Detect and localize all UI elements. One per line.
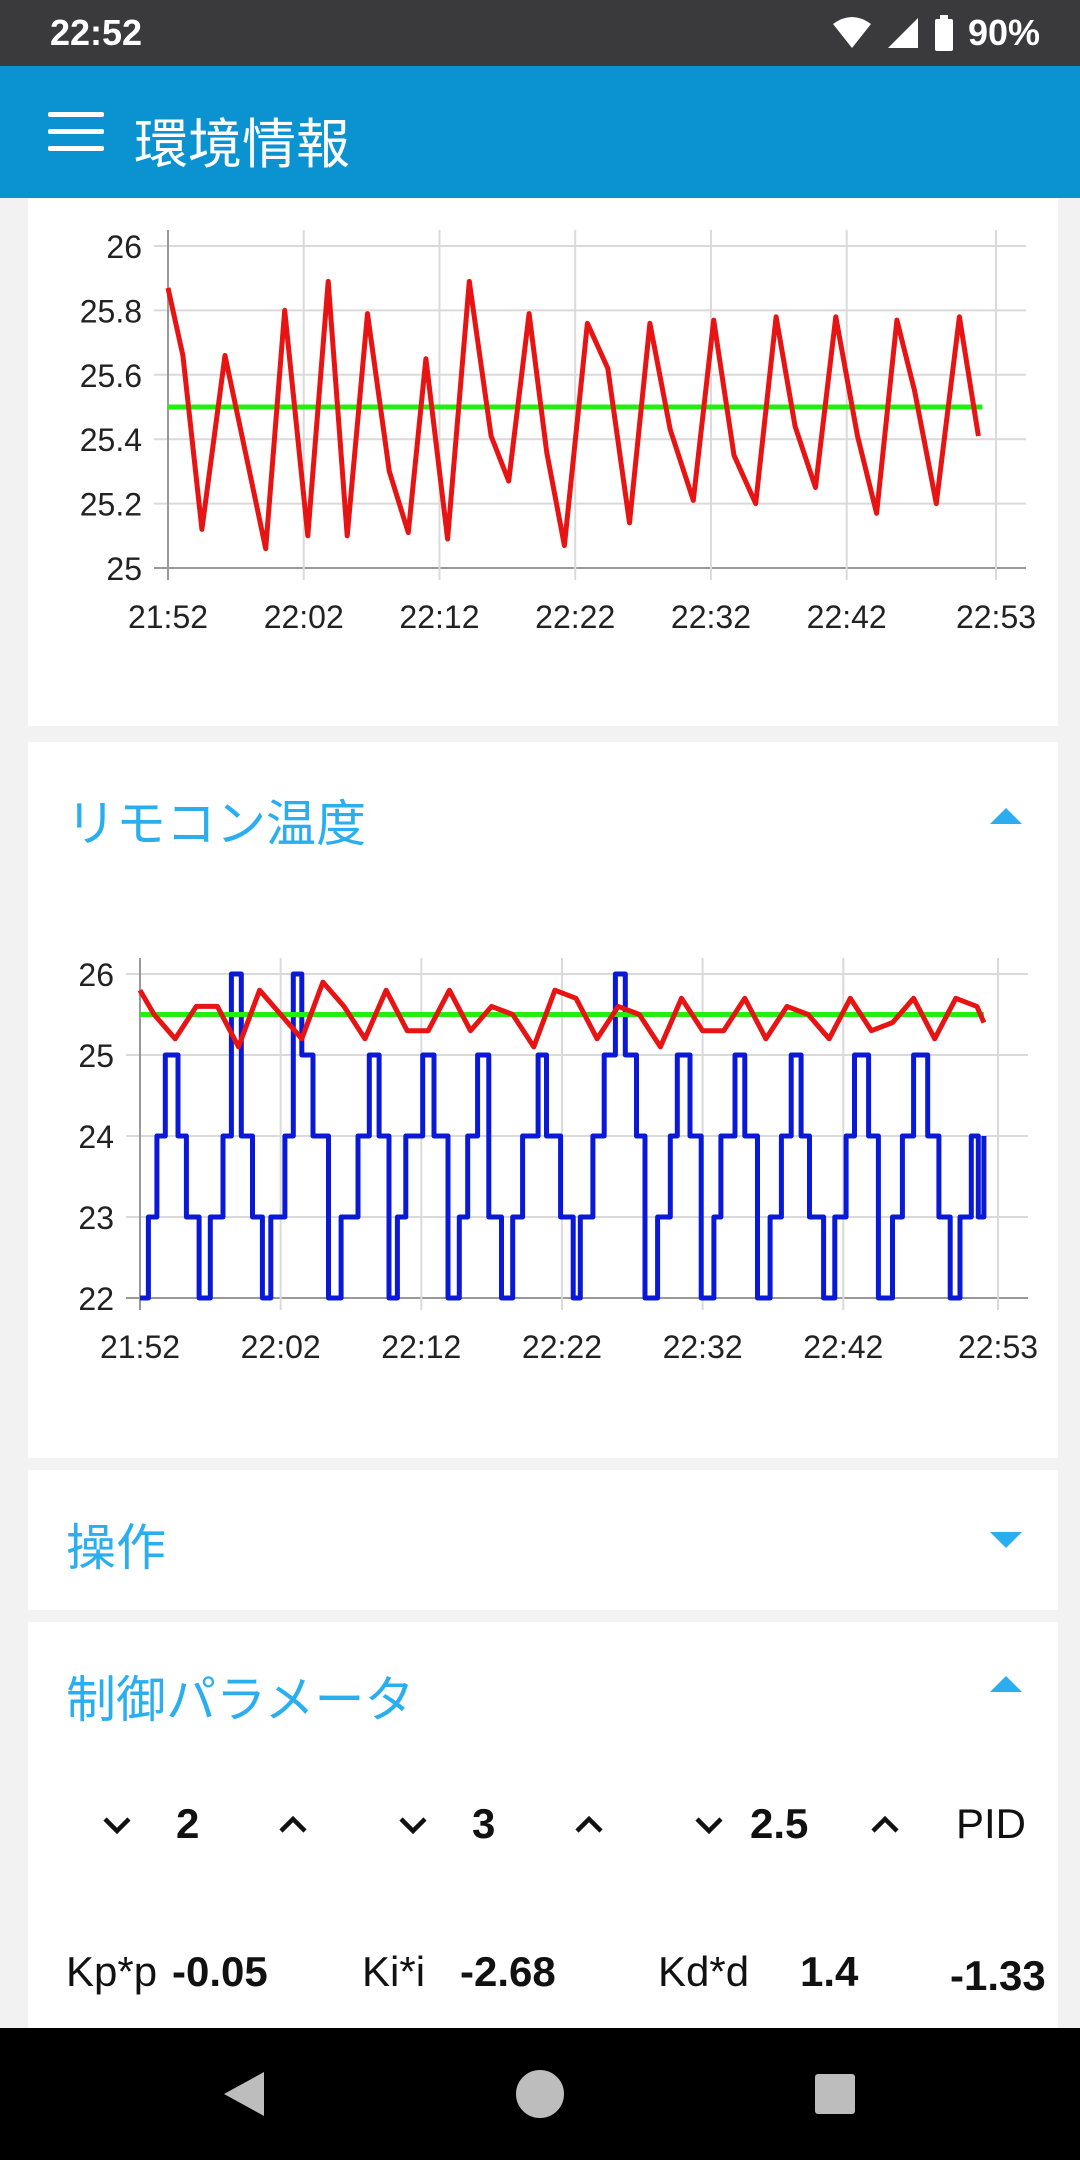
room-temp-chart-x-tick-label: 22:22 [535,599,615,635]
room-temp-chart: 25 25.2 25.4 25.6 25.8 26 21:52 22:02 22:12 22:22… [80,229,1036,635]
pid-term-value: -1.33 [950,1952,1046,1999]
remote-temp-title: リモコン温度 [66,795,366,853]
room-temp-chart-x-tick-label: 22:42 [807,599,887,635]
remote-temp-chart-x-tick-label: 22:02 [241,1329,321,1365]
ki-term-value: -2.68 [460,1948,556,1995]
room-temp-chart-y-tick-label: 25.4 [80,422,142,458]
remote-temp-chart-x-tick-label: 22:42 [803,1329,883,1365]
remote-temp-chart-x-tick-label: 22:22 [522,1329,602,1365]
remote-temp-chart-series-red-line [137,979,987,1050]
remote-temp-chart-x-tick-label: 21:52 [100,1329,180,1365]
room-temp-chart-y-tick-label: 25.6 [80,358,142,394]
navigation-bar [0,2028,1080,2160]
wifi-icon [832,17,871,48]
remote-temp-chart-y-tick-label: 24 [78,1119,114,1155]
remote-temp-card: リモコン温度 22 23 24 25 26 21:52 22:02 22:12 22:22 22:… [28,742,1058,1458]
remote-temp-chart: 22 23 24 25 26 21:52 22:02 22:12 22:22 22:32 22:42… [78,957,1038,1365]
status-icons: 90% [832,10,1040,56]
status-bar: 22:52 90% [0,0,1080,66]
app-bar: 環境情報 [0,66,1080,198]
remote-temp-chart-y-tick-label: 22 [78,1281,114,1317]
kd-term-value: 1.4 [800,1948,859,1995]
pid-label: PID [956,1800,1027,1847]
remote-temp-chart-x-tick-label: 22:32 [663,1329,743,1365]
room-temp-chart-x-tick-label: 22:53 [956,599,1036,635]
room-temp-chart-series-red-line [165,278,981,552]
operation-title: 操作 [66,1519,166,1577]
kp-decrement-icon[interactable] [102,1810,132,1840]
ki-increment-icon[interactable] [574,1810,604,1840]
status-time: 22:52 [50,12,143,53]
battery-icon [934,15,953,51]
kd-value: 2.5 [750,1800,809,1847]
remote-temp-chart-y-tick-label: 23 [78,1200,114,1236]
recents-icon[interactable] [814,2073,856,2115]
control-params-title: 制御パラメータ [66,1671,415,1729]
kp-term-label: Kp*p [66,1948,158,1995]
remote-temp-chart-x-tick-label: 22:53 [958,1329,1038,1365]
control-params-card: 制御パラメータ 2 3 2.5 PID Kp*p -0.05 Ki*i -2.6… [28,1622,1058,2042]
collapse-control-params-icon[interactable] [990,1676,1022,1692]
room-temp-chart-y-tick-label: 25.8 [80,293,142,329]
collapse-remote-temp-icon[interactable] [990,808,1022,824]
kp-term-value: -0.05 [172,1948,268,1995]
room-temp-chart-x-tick-label: 22:12 [399,599,479,635]
ki-term-label: Ki*i [362,1948,426,1995]
ki-value: 3 [472,1800,496,1847]
page-title: 環境情報 [134,113,350,176]
kp-increment-icon[interactable] [278,1810,308,1840]
operation-card[interactable]: 操作 [28,1470,1058,1610]
remote-temp-chart-x-tick-label: 22:12 [381,1329,461,1365]
ki-decrement-icon[interactable] [398,1810,428,1840]
remote-temp-chart-series-blue-line [140,971,987,1301]
room-temp-chart-x-tick-label: 22:32 [671,599,751,635]
room-temp-chart-y-tick-label: 26 [106,229,142,265]
battery-percent: 90% [967,12,1040,53]
signal-icon [887,18,918,48]
expand-operation-icon[interactable] [990,1532,1022,1548]
hamburger-menu-icon[interactable] [48,112,104,152]
room-temp-chart-y-tick-label: 25.2 [80,487,142,523]
back-icon[interactable] [222,2070,266,2118]
remote-temp-chart-y-tick-label: 26 [78,957,114,993]
room-temp-chart-x-tick-label: 22:02 [264,599,344,635]
remote-temp-chart-y-tick-label: 25 [78,1038,114,1074]
kd-decrement-icon[interactable] [694,1810,724,1840]
kd-increment-icon[interactable] [870,1810,900,1840]
kd-term-label: Kd*d [658,1948,750,1995]
kp-value: 2 [176,1800,200,1847]
room-temp-chart-y-tick-label: 25 [106,551,142,587]
room-temp-chart-x-tick-label: 21:52 [128,599,208,635]
home-icon[interactable] [515,2069,565,2119]
room-temp-card: 25 25.2 25.4 25.6 25.8 26 21:52 22:02 22:12 22:22… [28,198,1058,726]
